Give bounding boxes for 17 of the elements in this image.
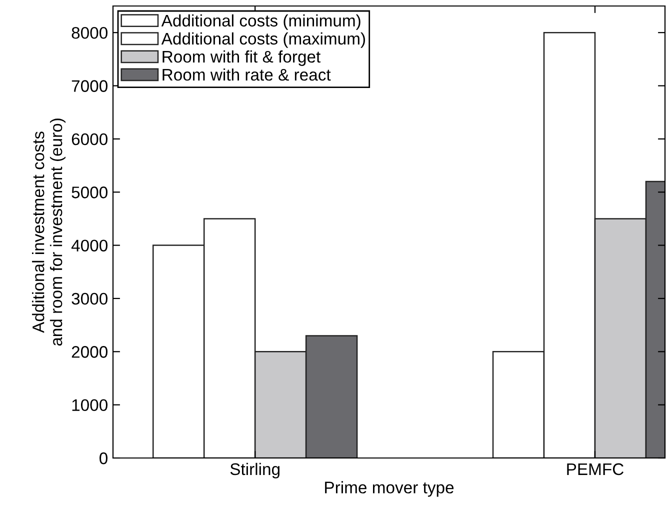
legend-label: Additional costs (minimum) bbox=[161, 14, 360, 30]
y-tick-label: 2000 bbox=[72, 346, 108, 358]
y-tick-label: 8000 bbox=[72, 26, 108, 39]
legend-label: Room with rate & react bbox=[162, 68, 331, 81]
legend-label: Room with fit & forget bbox=[162, 50, 321, 66]
y-tick-label: 4000 bbox=[71, 240, 108, 252]
x-tick-label: PEMFC bbox=[567, 463, 624, 476]
y-tick-label: 3000 bbox=[72, 292, 108, 305]
x-tick-label: Stirling bbox=[230, 462, 280, 478]
y-axis-title: Additional investment costs and room for investment (euro) bbox=[32, 118, 66, 346]
y-tick-label: 1000 bbox=[72, 399, 108, 412]
legend-label: Additional costs (maximum) bbox=[161, 32, 365, 48]
x-axis-title: Prime mover type bbox=[325, 481, 454, 497]
y-tick-label: 5000 bbox=[72, 186, 108, 198]
y-tick-label: 6000 bbox=[72, 133, 108, 146]
y-tick-label: 0 bbox=[100, 452, 108, 464]
y-tick-label: 7000 bbox=[72, 80, 108, 92]
